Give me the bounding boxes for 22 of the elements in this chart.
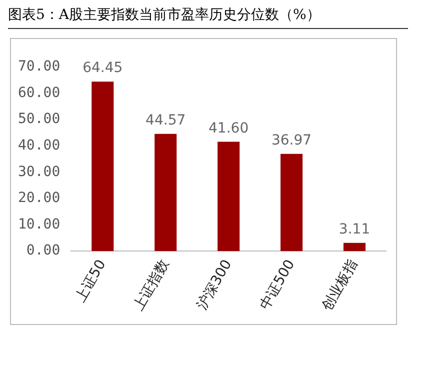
bar xyxy=(218,142,240,252)
y-tick-label: 70.00 xyxy=(18,58,60,75)
y-tick-label: 30.00 xyxy=(18,164,60,180)
bar xyxy=(92,82,114,252)
y-tick-label: 0.00 xyxy=(26,242,60,259)
data-label: 3.11 xyxy=(338,222,370,238)
x-tick-label: 上证指数 xyxy=(130,257,172,314)
data-label: 64.45 xyxy=(82,60,123,76)
x-tick-label: 上证50 xyxy=(72,257,110,305)
bar xyxy=(343,242,366,252)
x-tick-label: 创业板指 xyxy=(319,257,362,314)
data-label: 44.57 xyxy=(146,112,186,129)
y-tick-label: 50.00 xyxy=(18,111,60,128)
y-tick-label: 40.00 xyxy=(18,138,60,154)
chart-title: 图表5：A股主要指数当前市盈率历史分位数（%） xyxy=(8,6,408,29)
bar xyxy=(280,154,303,252)
y-tick-label: 10.00 xyxy=(18,216,60,232)
data-label: 36.97 xyxy=(271,132,312,149)
bar xyxy=(154,134,177,252)
y-tick-label: 60.00 xyxy=(18,84,60,101)
data-label: 41.60 xyxy=(208,120,249,136)
y-tick-label: 20.00 xyxy=(18,190,60,206)
